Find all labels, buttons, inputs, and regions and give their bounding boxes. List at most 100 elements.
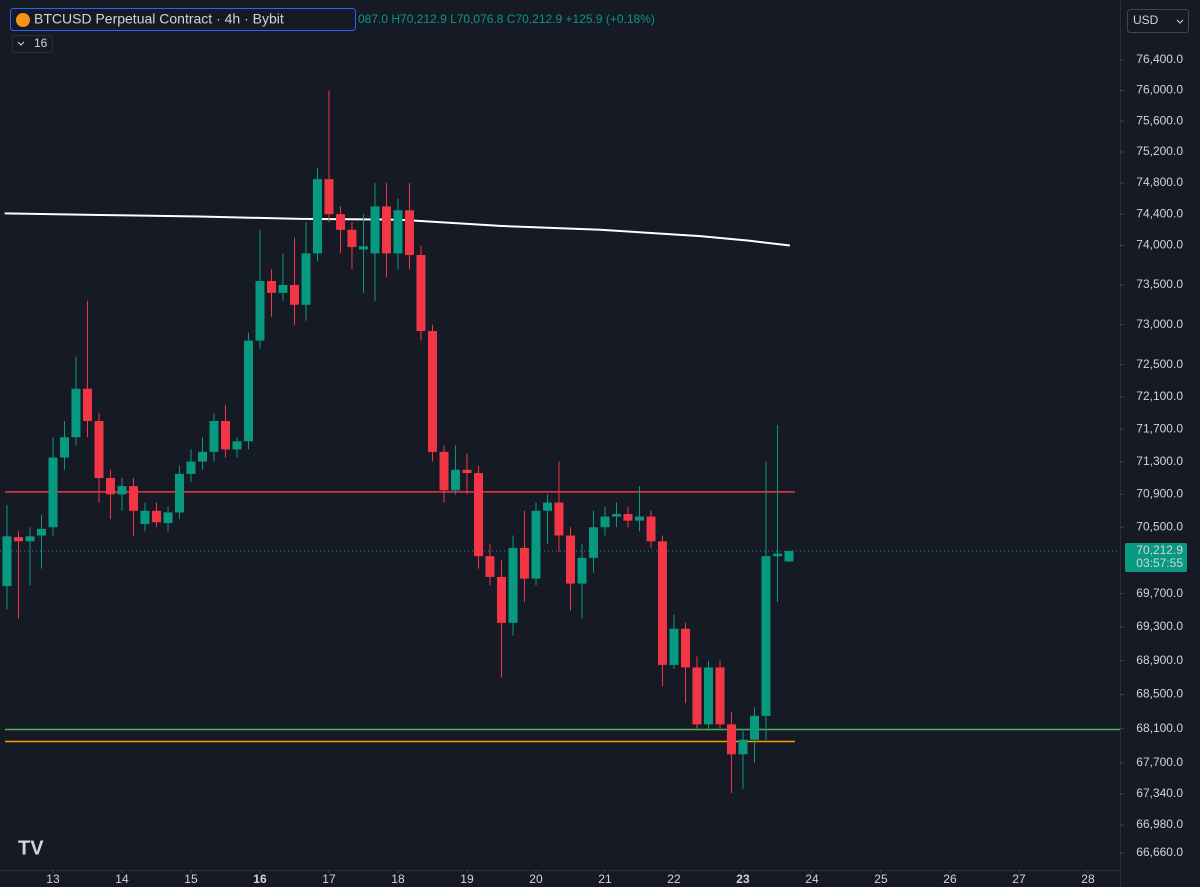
- symbol-box[interactable]: [10, 8, 356, 31]
- chart-title: BTCUSD Perpetual Contract · 4h · Bybit: [34, 11, 284, 27]
- candle-body: [243, 340, 253, 442]
- y-tick-label: 76,000.0: [1136, 83, 1183, 97]
- candle-body: [543, 502, 553, 511]
- x-tick-label: 17: [322, 872, 336, 886]
- candle-body: [255, 280, 265, 341]
- candle-body: [508, 547, 518, 623]
- candle-body: [623, 514, 633, 521]
- candle-body: [588, 527, 598, 558]
- candle-body: [336, 214, 346, 230]
- candle-body: [2, 536, 12, 587]
- y-tick-label: 74,400.0: [1136, 206, 1183, 220]
- indicator-toggle[interactable]: [12, 35, 53, 53]
- y-tick-label: 73,500.0: [1136, 277, 1183, 291]
- candle-body: [94, 421, 104, 478]
- candle-body: [738, 739, 748, 755]
- candle-body: [71, 388, 81, 438]
- y-tick-label: 69,300.0: [1136, 619, 1183, 633]
- y-tick-label: 74,800.0: [1136, 175, 1183, 189]
- candle-body: [278, 284, 288, 293]
- candle-body: [381, 206, 391, 254]
- candle-body: [267, 280, 277, 293]
- candle-body: [715, 667, 725, 725]
- candle-body: [405, 210, 415, 255]
- chevron: [17, 41, 25, 46]
- candle-body: [681, 628, 691, 668]
- candle-body: [450, 469, 460, 491]
- candle-body: [761, 556, 771, 716]
- candle-body: [703, 667, 713, 725]
- candle-body: [692, 667, 702, 725]
- y-tick-label: 66,660.0: [1136, 845, 1183, 859]
- candle-body: [117, 486, 127, 495]
- y-tick-label: 76,400.0: [1136, 52, 1183, 66]
- plot: [0, 90, 1120, 794]
- candle-body: [462, 469, 472, 474]
- logo: TV: [18, 837, 44, 859]
- x-tick-label: 28: [1081, 872, 1095, 886]
- candle-body: [232, 441, 242, 450]
- y-tick-label: 70,500.0: [1136, 519, 1183, 533]
- candle-body: [612, 514, 622, 517]
- y-tick-label: 72,100.0: [1136, 389, 1183, 403]
- candle-body: [324, 179, 334, 215]
- y-tick-label: 66,980.0: [1136, 817, 1183, 831]
- y-tick-label: 68,900.0: [1136, 653, 1183, 667]
- candle-body: [347, 229, 357, 248]
- y-tick-label: 68,500.0: [1136, 687, 1183, 701]
- x-tick-label: 19: [460, 872, 474, 886]
- candle-body: [496, 576, 506, 623]
- candle-body: [36, 528, 46, 536]
- chevron: [1176, 19, 1184, 24]
- y-tick-label: 72,500.0: [1136, 357, 1183, 371]
- candle-body: [48, 457, 58, 528]
- y-tick-label: 71,700.0: [1136, 421, 1183, 435]
- x-tick-label: 22: [667, 872, 681, 886]
- candle-body: [60, 437, 70, 458]
- y-tick-label: 73,000.0: [1136, 317, 1183, 331]
- y-tick-label: 75,200.0: [1136, 144, 1183, 158]
- candle-body: [565, 535, 575, 584]
- candle-body: [416, 254, 426, 332]
- candle-body: [358, 246, 368, 250]
- candle-body: [105, 477, 115, 495]
- candle-body: [474, 473, 484, 557]
- candle-body: [634, 516, 644, 521]
- candle-body: [750, 715, 760, 740]
- candle-body: [669, 628, 679, 665]
- candle-body: [220, 421, 230, 450]
- y-tick-label: 67,340.0: [1136, 786, 1183, 800]
- candle-body: [25, 536, 35, 542]
- candle-body: [209, 421, 219, 452]
- btc-icon: [16, 13, 30, 27]
- y-tick-label: 69,700.0: [1136, 586, 1183, 600]
- last-price-label: 70,212.9: [1136, 543, 1183, 557]
- candle-body: [393, 210, 403, 254]
- candle-body: [784, 550, 794, 562]
- candle-body: [198, 451, 208, 462]
- y-tick-label: 74,000.0: [1136, 238, 1183, 252]
- currency-select[interactable]: [1127, 9, 1189, 33]
- x-tick-label: 16: [253, 872, 267, 886]
- candle-body: [427, 331, 437, 452]
- indicator-input: 16: [34, 36, 48, 50]
- countdown: 03:57:55: [1136, 556, 1183, 570]
- candle-body: [82, 388, 92, 422]
- x-tick-label: 15: [184, 872, 198, 886]
- ma-line: [4, 212, 791, 247]
- x-tick-label: 20: [529, 872, 543, 886]
- x-tick-label: 18: [391, 872, 405, 886]
- candle-body: [531, 510, 541, 579]
- candle-body: [600, 516, 610, 528]
- candle-body: [174, 473, 184, 513]
- x-tick-label: 27: [1012, 872, 1026, 886]
- candle-body: [163, 512, 173, 524]
- candle-body: [301, 253, 311, 305]
- candle-body: [726, 724, 736, 755]
- y-tick-label: 70,900.0: [1136, 487, 1183, 501]
- candle-body: [312, 179, 322, 254]
- candle-body: [519, 547, 529, 579]
- x-tick-label: 21: [598, 872, 612, 886]
